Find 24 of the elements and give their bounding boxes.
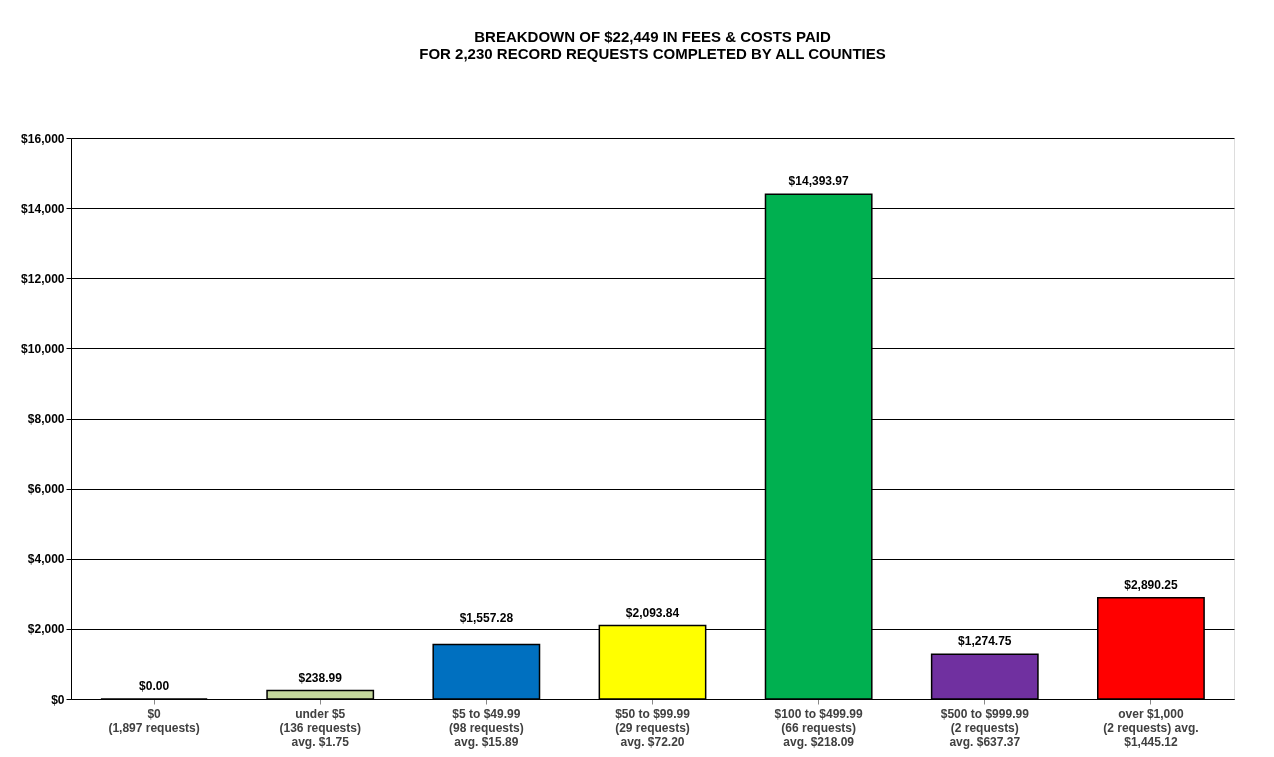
y-tick-label: $10,000 bbox=[21, 341, 65, 356]
x-tick-label: $500 to $999.99 (2 requests) avg. $637.37 bbox=[940, 706, 1030, 749]
y-tick-label: $14,000 bbox=[21, 201, 65, 216]
data-label: $238.99 bbox=[298, 670, 343, 685]
data-label: $2,093.84 bbox=[625, 605, 680, 620]
chart-title: BREAKDOWN OF $22,449 IN FEES & COSTS PAID FOR 2,230 RECORD REQUESTS COMPLETED BY ALL COUNTIES bbox=[419, 28, 886, 62]
y-tick-label: $16,000 bbox=[21, 131, 65, 146]
data-label: $2,890.25 bbox=[1124, 577, 1178, 592]
y-tick-label: $2,000 bbox=[27, 622, 65, 637]
x-tick-label: under $5 (136 requests) avg. $1.75 bbox=[279, 706, 361, 749]
data-label: $1,274.75 bbox=[958, 634, 1012, 649]
data-label: $1,557.28 bbox=[459, 610, 514, 625]
data-label: $0.00 bbox=[139, 679, 170, 693]
x-tick-label: $0 (1,897 requests) bbox=[108, 706, 200, 735]
x-tick-label: $100 to $499.99 (66 requests) avg. $218.09 bbox=[774, 706, 863, 749]
x-tick-label: over $1,000 (2 requests) avg. $1,445.12 bbox=[1103, 706, 1199, 749]
y-tick-label: $4,000 bbox=[27, 552, 65, 567]
y-tick-label: $12,000 bbox=[21, 271, 65, 286]
x-tick-label: $50 to $99.99 (29 requests) avg. $72.20 bbox=[615, 706, 691, 749]
data-label: $14,393.97 bbox=[788, 174, 849, 189]
y-tick-label: $6,000 bbox=[27, 482, 65, 497]
y-tick-label: $0 bbox=[51, 692, 65, 707]
y-tick-label: $8,000 bbox=[27, 412, 65, 426]
x-tick-label: $5 to $49.99 (98 requests) avg. $15.89 bbox=[449, 706, 524, 749]
